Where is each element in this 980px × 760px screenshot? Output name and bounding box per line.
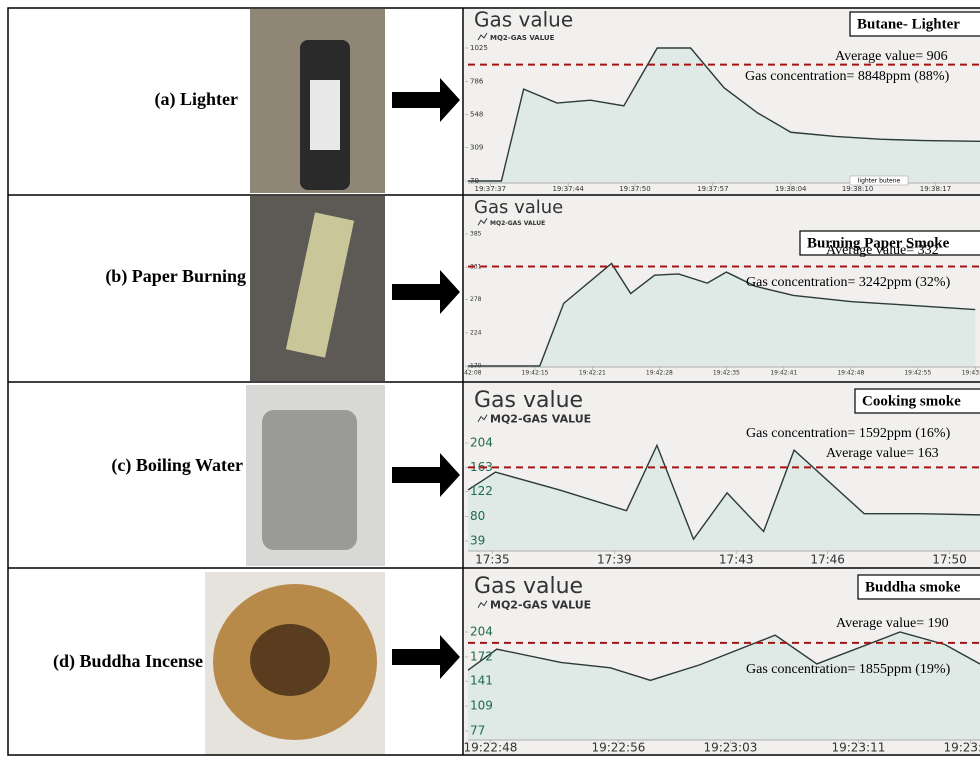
x-tick-label: 19:22:56 [591, 741, 645, 755]
y-tick-label: 172 [470, 649, 493, 663]
y-tick-label: 786 [470, 77, 484, 85]
photo-lighter-label [310, 80, 340, 150]
row-caption: (a) Lighter [155, 89, 238, 110]
x-tick-label: 17:50 [932, 553, 967, 567]
tag: Buddha smoke [865, 579, 961, 595]
row-caption: (c) Boiling Water [111, 455, 243, 476]
legend-series: MQ2-GAS VALUE [490, 599, 591, 612]
x-tick-label: 19:23:03 [703, 741, 757, 755]
chart-title: Gas value [474, 8, 573, 32]
x-tick-label: 19:22:48 [463, 741, 517, 755]
x-tick-label: 19:38:17 [920, 185, 951, 193]
y-tick-label: 109 [470, 699, 493, 713]
concentration: Gas concentration= 1592ppm (16%) [746, 426, 951, 441]
y-tick-label: 309 [470, 144, 483, 152]
concentration: Gas concentration= 3242ppm (32%) [746, 275, 951, 290]
x-tick-label: 19:42:21 [579, 370, 606, 377]
concentration: Gas concentration= 1855ppm (19%) [746, 662, 951, 677]
photo-incense-burn [250, 624, 330, 696]
chart-title: Gas value [474, 388, 583, 413]
average-label: Average value= 163 [826, 446, 939, 461]
y-tick-label: 224 [470, 329, 482, 336]
y-tick-label: 141 [470, 674, 493, 688]
legend-series: MQ2-GAS VALUE [490, 413, 591, 426]
x-tick-label: 17:43 [719, 553, 754, 567]
concentration: Gas concentration= 8848ppm (88%) [745, 69, 950, 84]
chart-title: Gas value [474, 197, 563, 218]
x-tick-label: 19:37:44 [552, 185, 584, 193]
y-tick-label: 70 [470, 177, 479, 185]
x-tick-label: 19:43:01 [962, 370, 980, 377]
y-tick-label: 548 [470, 110, 483, 118]
x-tick-label: 19:42:35 [713, 370, 740, 377]
y-tick-label: 278 [470, 296, 482, 303]
row-caption: (b) Paper Burning [105, 266, 246, 287]
average-label: Average value= 190 [836, 616, 949, 631]
row-caption: (d) Buddha Incense [53, 651, 203, 672]
x-tick-label: 19:37:50 [619, 185, 650, 193]
x-tick-label: 19:42:48 [837, 370, 864, 377]
x-tick-label: 19:38:04 [775, 185, 807, 193]
y-tick-label: 1025 [470, 44, 488, 52]
y-tick-label: 77 [470, 724, 485, 738]
average-label: Average value= 332 [826, 243, 939, 258]
x-tick-label: 19:37:57 [697, 185, 728, 193]
y-tick-label: 170 [470, 363, 482, 370]
x-tick-label: 17:46 [810, 553, 845, 567]
y-tick-label: 80 [470, 509, 485, 523]
x-tick-label: 17:35 [475, 553, 510, 567]
y-tick-label: 204 [470, 625, 493, 639]
x-tick-label: 19:42:28 [646, 370, 673, 377]
x-tick-label: 19:23:11 [831, 741, 885, 755]
x-tick-label: 19:38:10 [842, 185, 873, 193]
x-tick-label: 19:42:15 [522, 370, 549, 377]
tag: Cooking smoke [862, 393, 961, 409]
chart-title: Gas value [474, 574, 583, 599]
average-label: Average value= 906 [835, 49, 948, 64]
legend-series: MQ2-GAS VALUE [490, 220, 545, 227]
y-tick-label: 39 [470, 534, 485, 548]
photo-kettle-body [262, 410, 357, 550]
tag: Butane- Lighter [857, 16, 960, 32]
x-tick-label: 19:37:37 [475, 185, 506, 193]
chart: Gas value MQ2-GAS VALUE 70 309 548 786 1025 19:… [464, 8, 980, 195]
figure: (a) LighterGas valueMQ2-GAS VALUE7030954… [0, 0, 980, 760]
note: lighter butene [858, 178, 901, 185]
y-tick-label: 122 [470, 484, 493, 498]
x-tick-label: 19:23:18 [943, 741, 980, 755]
legend-series: MQ2-GAS VALUE [490, 34, 555, 42]
x-tick-label: 19:42:41 [770, 370, 797, 377]
x-tick-label: 17:39 [597, 553, 632, 567]
x-tick-label: 19:42:55 [904, 370, 931, 377]
y-tick-label: 204 [470, 436, 493, 450]
y-tick-label: 385 [470, 231, 482, 238]
